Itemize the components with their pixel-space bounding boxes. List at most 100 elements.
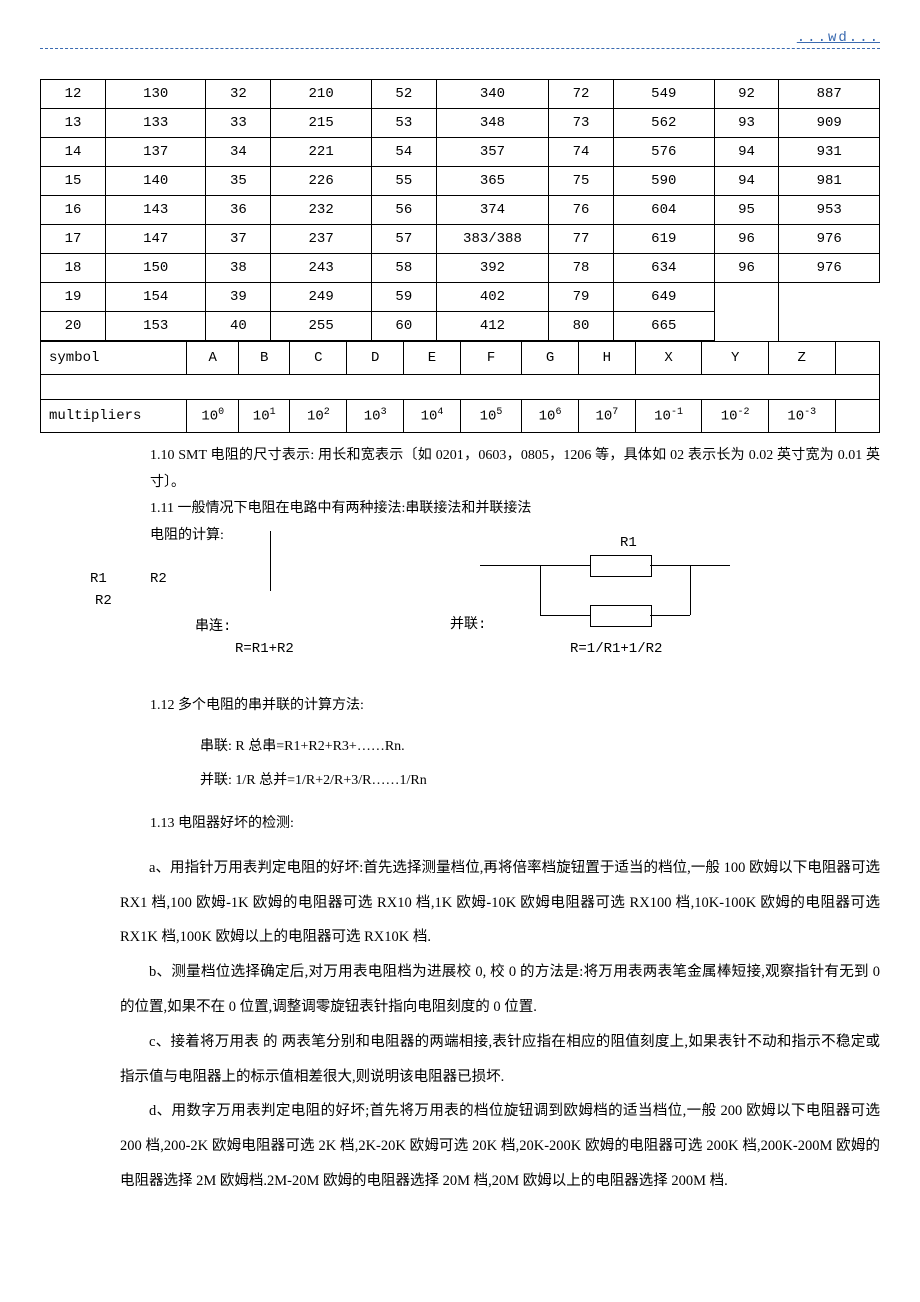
table-cell: 931 [779,138,880,167]
table-cell: 96 [714,254,779,283]
table-cell: 348 [436,109,548,138]
table-cell: 133 [105,109,205,138]
table-cell: 57 [371,225,436,254]
mult-3: 103 [347,400,404,433]
table-cell: 649 [614,283,714,312]
table-cell: 36 [206,196,271,225]
mult-1: 101 [238,400,289,433]
table-cell: 237 [271,225,371,254]
mult-neg1: 10-1 [635,400,702,433]
table-row: 1514035226553657559094981 [41,167,880,196]
table-cell [779,283,880,312]
table-cell: 53 [371,109,436,138]
table-cell: 412 [436,312,548,341]
blank-row [41,375,880,400]
table-cell: 32 [206,80,271,109]
table-cell: 96 [714,225,779,254]
table-cell: 255 [271,312,371,341]
table-cell: 17 [41,225,106,254]
table-cell: 13 [41,109,106,138]
para-1-13: 1.13 电阻器好坏的检测: [150,807,880,841]
table-row: 1413734221543577457694931 [41,138,880,167]
table-cell: 976 [779,254,880,283]
table-cell: 562 [614,109,714,138]
table-cell: 52 [371,80,436,109]
mult-blank [835,400,879,433]
table-cell: 221 [271,138,371,167]
series-total: 串联: R 总串=R1+R2+R3+……Rn. [200,730,880,764]
table-cell: 39 [206,283,271,312]
table-cell: 887 [779,80,880,109]
table-cell: 79 [549,283,614,312]
table-cell: 95 [714,196,779,225]
mult-neg2: 10-2 [702,400,769,433]
multiplier-row: multipliers 100 101 102 103 104 105 106 … [41,400,880,433]
table-cell: 232 [271,196,371,225]
para-1-11: 1.11 一般情况下电阻在电路中有两种接法:串联接法和并联接法 [150,496,880,523]
table-cell: 374 [436,196,548,225]
table-row: 171473723757383/3887761996976 [41,225,880,254]
sym-G: G [522,342,579,375]
table-cell: 75 [549,167,614,196]
table-cell: 37 [206,225,271,254]
mult-4: 104 [404,400,461,433]
para-a: a、用指针万用表判定电阻的好坏:首先选择测量档位,再将倍率档旋钮置于适当的档位,… [120,851,880,955]
mult-5: 105 [460,400,521,433]
table-cell: 56 [371,196,436,225]
label-r2: R2 [150,571,167,587]
calc-label: 电阻的计算: [150,523,880,550]
table-cell: 76 [549,196,614,225]
table-cell: 549 [614,80,714,109]
table-cell: 590 [614,167,714,196]
table-cell: 619 [614,225,714,254]
table-cell: 18 [41,254,106,283]
table-cell: 150 [105,254,205,283]
table-cell: 77 [549,225,614,254]
mult-6: 106 [522,400,579,433]
table-cell: 94 [714,138,779,167]
symbol-row: symbol A B C D E F G H X Y Z [41,342,880,375]
table-cell: 15 [41,167,106,196]
table-row: 1313333215533487356293909 [41,109,880,138]
par-box-r1 [590,555,652,577]
table-cell: 153 [105,312,205,341]
sym-X: X [635,342,702,375]
symbol-label: symbol [41,342,187,375]
table-cell: 243 [271,254,371,283]
para-c: c、接着将万用表 的 两表笔分别和电阻器的两端相接,表针应指在相应的阻值刻度上,… [120,1025,880,1095]
para-1-12: 1.12 多个电阻的串并联的计算方法: [150,693,880,720]
table-cell: 143 [105,196,205,225]
table-cell: 40 [206,312,271,341]
table-cell [779,312,880,341]
series-label: 串连: [195,615,231,635]
sym-H: H [578,342,635,375]
table-cell: 249 [271,283,371,312]
mult-0: 100 [187,400,238,433]
table-cell: 357 [436,138,548,167]
table-cell: 383/388 [436,225,548,254]
mult-neg3: 10-3 [768,400,835,433]
table-cell: 604 [614,196,714,225]
parallel-formula: R=1/R1+1/R2 [570,641,662,657]
label-r2b: R2 [95,593,112,609]
sym-F: F [460,342,521,375]
para-b: b、测量档位选择确定后,对万用表电阻档为进展校 0, 校 0 的方法是:将万用表… [120,955,880,1025]
table-cell: 60 [371,312,436,341]
par-v1 [540,565,541,615]
table-cell: 365 [436,167,548,196]
table-cell: 665 [614,312,714,341]
sym-E: E [404,342,461,375]
par-h3 [540,615,590,616]
table-cell: 93 [714,109,779,138]
table-cell: 14 [41,138,106,167]
table-cell: 34 [206,138,271,167]
table-cell: 54 [371,138,436,167]
para-1-10: 1.10 SMT 电阻的尺寸表示: 用长和宽表示〔如 0201，0603，080… [150,443,880,496]
table-cell: 72 [549,80,614,109]
table-cell: 226 [271,167,371,196]
table-cell: 130 [105,80,205,109]
table-cell: 92 [714,80,779,109]
label-r1: R1 [90,571,107,587]
table-cell: 59 [371,283,436,312]
par-r1-label: R1 [620,535,637,551]
